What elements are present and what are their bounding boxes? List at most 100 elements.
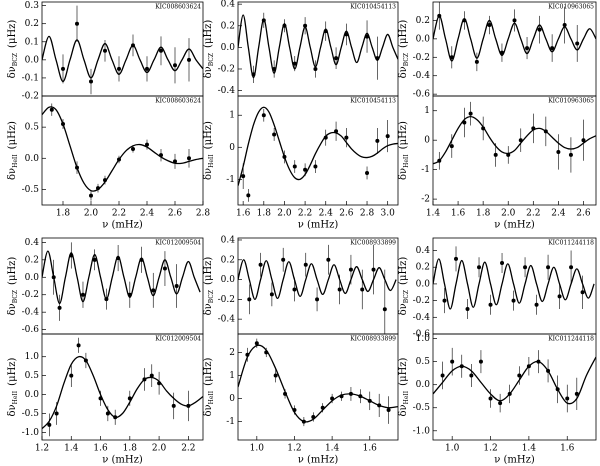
data-point (348, 391, 353, 396)
data-point (282, 154, 287, 159)
data-point (358, 394, 363, 399)
model-curve (238, 344, 398, 423)
y-tick-label: 1.0 (25, 352, 40, 362)
data-point (75, 21, 79, 26)
x-tick-label: 1.6 (93, 444, 108, 454)
data-point (512, 18, 517, 23)
y-label-subscript: HeII (12, 390, 19, 404)
data-point (442, 298, 447, 303)
x-axis-label: ν (mHz) (494, 220, 535, 231)
data-point (174, 284, 179, 288)
data-point (334, 129, 339, 134)
data-point (348, 267, 353, 272)
y-label-subscript: HeII (208, 154, 215, 168)
data-point (92, 257, 97, 262)
data-point (326, 257, 331, 262)
y-tick-label: -1 (421, 165, 430, 175)
y-tick-label: 0.2 (25, 255, 39, 265)
y-label-subscript: HeII (403, 390, 410, 404)
x-tick-label: 1.4 (325, 444, 340, 454)
data-point (105, 411, 110, 416)
x-tick-label: 2.0 (277, 209, 292, 219)
data-point (507, 391, 512, 396)
y-tick-label: 0.0 (221, 43, 236, 53)
data-point (330, 396, 335, 401)
data-point (149, 373, 154, 378)
y-tick-label: -0.2 (413, 53, 430, 63)
y-tick-label: 0.4 (25, 238, 40, 248)
y-tick-label: 0.1 (25, 37, 39, 47)
data-point (139, 257, 144, 262)
y-tick-label: -0.2 (22, 290, 39, 300)
y-tick-label: -0.6 (22, 325, 40, 335)
frame (432, 95, 597, 206)
y-tick-label: -1 (226, 417, 235, 427)
y-label-unit: (μHz) (398, 121, 409, 149)
plot-area (42, 242, 201, 321)
data-point (481, 126, 486, 131)
y-label-subscript: BCZ (12, 53, 19, 66)
data-point (580, 290, 585, 295)
data-point (371, 267, 376, 272)
y-tick-label: 1 (229, 111, 235, 121)
y-tick-label: -0.5 (413, 403, 431, 413)
star-label: KIC012009504 (155, 336, 201, 343)
x-tick-label: 1.8 (56, 209, 71, 219)
y-tick-label: -0.5 (22, 185, 40, 195)
data-point (488, 396, 493, 401)
x-tick-label: 2.6 (339, 209, 354, 219)
x-tick-label: 2.0 (152, 444, 167, 454)
data-point (69, 253, 74, 258)
data-point (117, 66, 121, 71)
data-point (301, 419, 306, 424)
data-point (534, 302, 539, 307)
data-point (382, 307, 387, 312)
data-point (386, 408, 391, 413)
y-axis-label: δνBCZ (μHz) (203, 257, 215, 316)
data-point (272, 132, 277, 137)
y-label-subscript: HeII (208, 390, 215, 404)
y-tick-label: -0.1 (22, 73, 39, 83)
data-point (311, 414, 316, 419)
y-tick-label: -0.6 (413, 330, 431, 340)
data-point (555, 387, 560, 392)
data-point (360, 287, 365, 292)
model-curve (42, 106, 203, 192)
frame (41, 237, 204, 335)
model-curve (433, 356, 596, 405)
panel: -0.6 -0.4 -0.2 0.0 0.2 0.4 KIC011244118 δνBCZ (μ… (398, 237, 597, 340)
data-point (377, 403, 382, 408)
data-point (283, 391, 288, 396)
data-point (462, 18, 467, 23)
y-label-symbol: δν (203, 404, 214, 416)
y-label-unit: (μHz) (398, 257, 409, 285)
star-label: KIC008933899 (350, 336, 396, 343)
model-curve (238, 14, 398, 79)
frame (237, 1, 399, 97)
data-point (54, 411, 59, 416)
data-point (173, 63, 177, 68)
x-tick-label: 2.4 (319, 209, 334, 219)
data-point (323, 29, 328, 34)
data-point (344, 32, 349, 37)
data-point (47, 422, 52, 427)
data-point (116, 256, 121, 261)
data-point (61, 122, 65, 127)
y-tick-label: -0.6 (413, 90, 431, 100)
star-label: KIC010963065 (548, 98, 594, 105)
data-point (344, 135, 349, 140)
y-tick-label: 0.0 (416, 279, 431, 289)
y-axis-label: δνBCZ (μHz) (7, 20, 19, 79)
plot-area (42, 337, 203, 437)
model-curve (42, 250, 201, 305)
data-point (159, 48, 163, 53)
y-axis-label: δνHeII (μHz) (203, 121, 215, 180)
plot-area (42, 103, 203, 201)
x-axis-label: ν (mHz) (298, 455, 339, 466)
y-tick-label: 0.3 (25, 1, 40, 11)
y-tick-label: -0.5 (22, 409, 40, 419)
x-tick-label: 1.0 (250, 444, 265, 454)
plot-area (238, 338, 398, 427)
frame (237, 95, 399, 206)
